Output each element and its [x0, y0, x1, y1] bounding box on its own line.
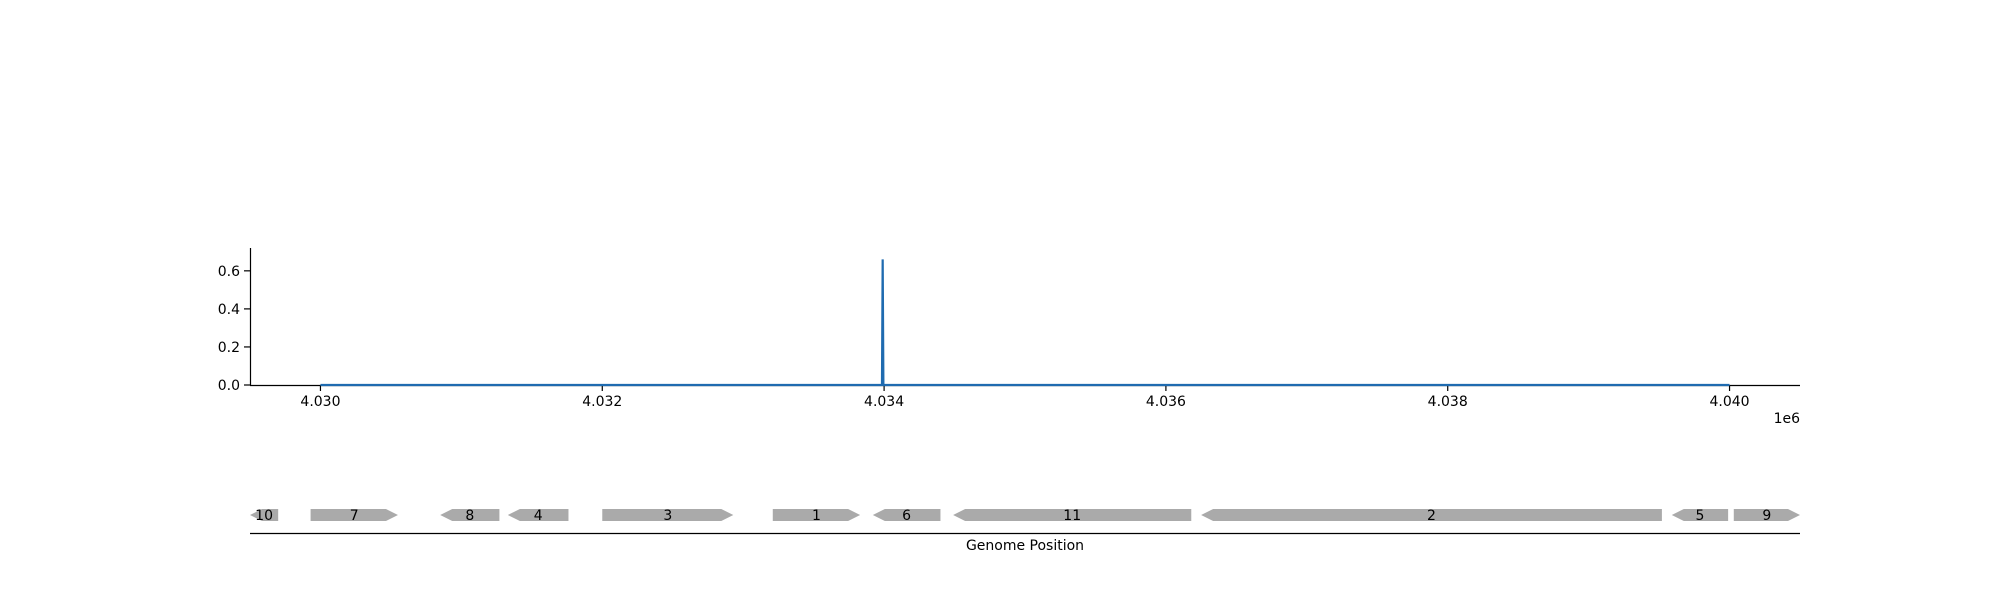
gene-label: 5 — [1695, 508, 1704, 524]
x-tick-label: 4.036 — [1146, 394, 1186, 410]
gene-track: 10 7 8 4 3 1 6 11 2 5 9 Genome Position — [250, 508, 1800, 554]
gene-arrow — [872, 509, 941, 521]
y-tick-label: 0.2 — [218, 340, 240, 356]
gene-arrow — [1733, 509, 1800, 521]
y-tick-label: 0.6 — [218, 264, 240, 280]
coverage-plot: 4.030 4.032 4.034 4.036 4.038 4.040 0.0 0.2 0.4… — [218, 248, 1800, 427]
x-tick-label: 4.034 — [864, 394, 904, 410]
x-ticks: 4.030 4.032 4.034 4.036 4.038 4.040 — [300, 385, 1750, 410]
gene-label: 2 — [1427, 508, 1436, 524]
gene-arrow — [250, 509, 279, 521]
gene-label: 4 — [534, 508, 543, 524]
gene-label: 10 — [255, 508, 273, 524]
y-tick-label: 0.0 — [218, 378, 240, 394]
gene-arrow — [1201, 509, 1662, 521]
x-tick-label: 4.038 — [1428, 394, 1468, 410]
x-tick-label: 4.032 — [582, 394, 622, 410]
gene-label: 8 — [465, 508, 474, 524]
x-tick-label: 4.040 — [1709, 394, 1749, 410]
gene-arrow — [507, 509, 569, 521]
x-tick-label: 4.030 — [300, 394, 340, 410]
coverage-series — [320, 259, 1730, 387]
gene-arrow — [953, 509, 1192, 521]
gene-label: 11 — [1063, 508, 1081, 524]
gene-label: 7 — [350, 508, 359, 524]
gene-label: 6 — [902, 508, 911, 524]
genes: 10 7 8 4 3 1 6 11 2 5 9 — [250, 508, 1800, 524]
gene-label: 1 — [812, 508, 821, 524]
gene-arrow — [1671, 509, 1729, 521]
gene-label: 3 — [663, 508, 672, 524]
coverage-line — [320, 259, 1730, 387]
gene-arrow — [772, 509, 861, 521]
gene-label: 9 — [1762, 508, 1771, 524]
x-offset-label: 1e6 — [1774, 411, 1801, 427]
gene-arrow — [310, 509, 398, 521]
gene-arrow — [440, 509, 500, 521]
gene-arrow — [602, 509, 734, 521]
y-tick-label: 0.4 — [218, 302, 240, 318]
gene-track-xlabel: Genome Position — [966, 538, 1084, 554]
y-ticks: 0.0 0.2 0.4 0.6 — [218, 264, 250, 394]
